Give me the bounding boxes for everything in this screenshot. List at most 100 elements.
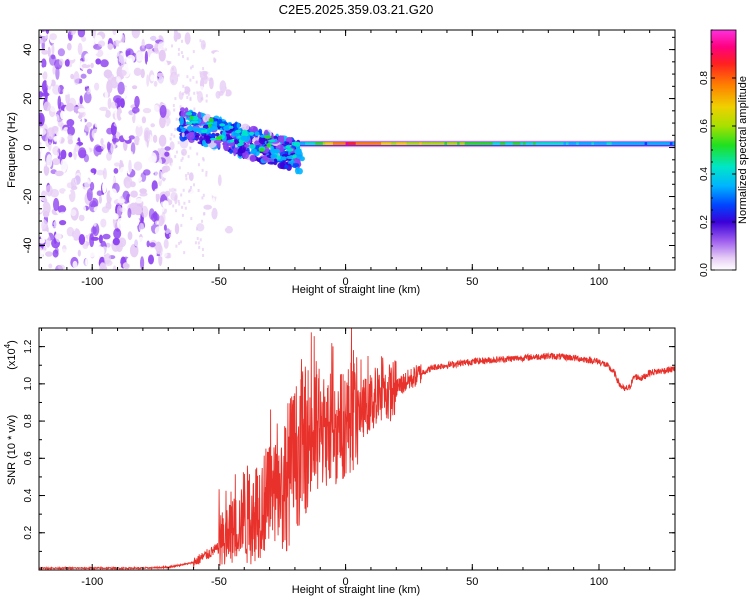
heatmap-cell bbox=[224, 106, 230, 113]
heatmap-cell bbox=[201, 247, 204, 251]
ridge-core bbox=[431, 142, 435, 145]
heatmap-cell bbox=[249, 154, 256, 162]
ridge-core bbox=[619, 142, 623, 145]
heatmap-cell bbox=[159, 251, 168, 258]
ridge-core bbox=[654, 142, 658, 145]
ridge-core bbox=[330, 142, 334, 145]
heatmap-cell bbox=[216, 141, 221, 149]
ridge-core bbox=[644, 142, 648, 145]
heatmap-cell bbox=[184, 206, 187, 210]
heatmap-cell bbox=[167, 181, 174, 189]
heatmap-cell bbox=[177, 52, 180, 56]
x-tick-label: 50 bbox=[466, 276, 478, 288]
heatmap-cell bbox=[81, 76, 90, 87]
heatmap-cell bbox=[175, 150, 178, 154]
heatmap-cell bbox=[155, 191, 160, 203]
heatmap-cell bbox=[117, 198, 126, 204]
heatmap-cell bbox=[180, 223, 183, 227]
heatmap-cell bbox=[80, 137, 85, 142]
heatmap-cell bbox=[181, 132, 185, 138]
heatmap-cell bbox=[186, 95, 189, 99]
heatmap-cell bbox=[45, 30, 50, 35]
heatmap-cell bbox=[184, 32, 191, 45]
heatmap-cell bbox=[171, 67, 174, 71]
heatmap-cell bbox=[134, 206, 142, 216]
heatmap-cell bbox=[80, 132, 85, 138]
heatmap-cell bbox=[206, 73, 214, 78]
heatmap-cell bbox=[78, 234, 86, 245]
heatmap-cell bbox=[197, 189, 200, 192]
ridge-core bbox=[391, 142, 395, 145]
heatmap-cell bbox=[206, 191, 212, 197]
ridge-core bbox=[642, 142, 645, 145]
heatmap-cell bbox=[270, 153, 278, 159]
ridge-core bbox=[393, 142, 397, 145]
heatmap-cell bbox=[202, 139, 206, 145]
heatmap-cell bbox=[64, 190, 71, 195]
heatmap-cell bbox=[178, 166, 181, 170]
heatmap-cell bbox=[41, 58, 47, 69]
heatmap-cell bbox=[170, 192, 178, 201]
ridge-core bbox=[639, 142, 643, 145]
heatmap-cell bbox=[57, 205, 67, 214]
ridge-core bbox=[520, 142, 524, 145]
heatmap-cell bbox=[57, 95, 62, 110]
ridge-core bbox=[376, 142, 379, 145]
heatmap-cell bbox=[135, 51, 144, 62]
heatmap-cell bbox=[146, 240, 150, 248]
heatmap-cell bbox=[96, 169, 105, 176]
ridge-core bbox=[626, 142, 630, 145]
heatmap-cell bbox=[121, 206, 128, 214]
ridge-core bbox=[452, 142, 455, 145]
heatmap-cell bbox=[182, 84, 185, 88]
heatmap-cell bbox=[240, 135, 248, 141]
top-y-ticks: -40 -20 0 20 40 bbox=[22, 36, 675, 271]
heatmap-cell bbox=[158, 49, 166, 62]
heatmap-cell bbox=[74, 172, 82, 186]
heatmap-cell bbox=[250, 148, 257, 153]
heatmap-cell bbox=[93, 133, 98, 141]
y-tick-label: 0.4 bbox=[23, 488, 34, 502]
ridge-core bbox=[563, 142, 567, 145]
heatmap-cell bbox=[220, 193, 226, 200]
heatmap-cell bbox=[174, 155, 177, 159]
heatmap-cell bbox=[40, 160, 47, 167]
ridge-core bbox=[634, 142, 638, 145]
ridge-core bbox=[457, 142, 460, 145]
ridge-core bbox=[599, 142, 602, 145]
ridge-core bbox=[439, 142, 443, 145]
heatmap-cell bbox=[156, 72, 164, 78]
ridge-core bbox=[586, 142, 590, 145]
ridge-core bbox=[631, 142, 635, 145]
heatmap-cell bbox=[219, 80, 227, 94]
heatmap-cell bbox=[106, 127, 114, 135]
heatmap-cell bbox=[116, 76, 121, 84]
heatmap-cell bbox=[175, 209, 178, 213]
heatmap-cell bbox=[169, 137, 172, 141]
heatmap-cell bbox=[172, 215, 182, 227]
ridge-core bbox=[555, 142, 559, 145]
heatmap-cell bbox=[182, 55, 184, 59]
heatmap-cell bbox=[192, 50, 195, 54]
heatmap-cell bbox=[83, 91, 92, 104]
ridge-core bbox=[472, 142, 476, 145]
heatmap-cell bbox=[46, 76, 52, 87]
heatmap-cell bbox=[46, 154, 53, 168]
heatmap-cell bbox=[102, 167, 107, 180]
heatmap-cell bbox=[49, 33, 57, 41]
heatmap-cell bbox=[191, 115, 199, 121]
heatmap-cell bbox=[198, 245, 201, 249]
heatmap-cell bbox=[112, 30, 117, 36]
ridge-core bbox=[403, 142, 407, 145]
heatmap-cell bbox=[86, 68, 93, 75]
heatmap-cell bbox=[254, 131, 260, 137]
heatmap-cell bbox=[79, 169, 86, 174]
heatmap-cell bbox=[101, 206, 110, 214]
y-tick-label: 1.2 bbox=[23, 339, 34, 353]
heatmap-cell bbox=[100, 138, 104, 145]
heatmap-cell bbox=[168, 122, 177, 129]
heatmap-cell bbox=[66, 119, 75, 127]
heatmap-cell bbox=[162, 265, 168, 270]
ridge-core bbox=[533, 142, 536, 145]
heatmap-cell bbox=[191, 30, 199, 40]
